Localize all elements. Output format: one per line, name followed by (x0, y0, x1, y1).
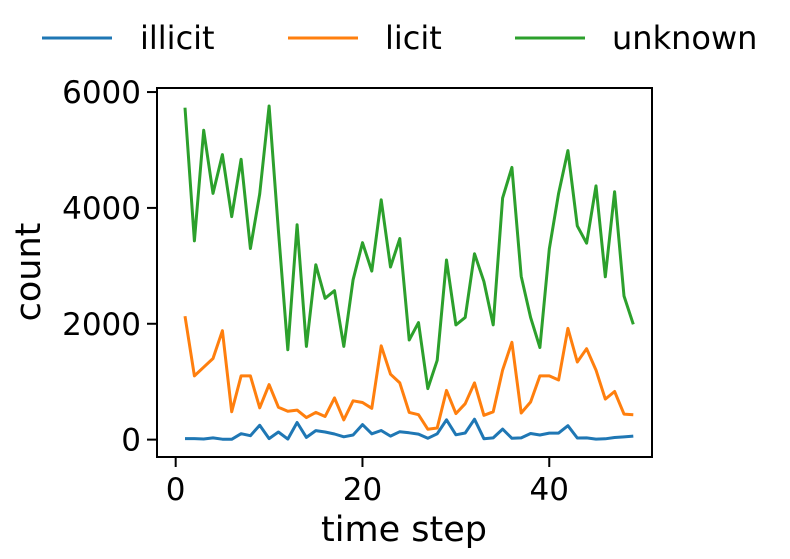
y-tick-label: 0 (121, 423, 141, 459)
series-line-unknown (183, 104, 635, 391)
series-layer (183, 104, 635, 441)
series-line-illicit (185, 417, 634, 441)
y-axis-label: count (9, 223, 49, 322)
legend-label-licit: licit (385, 19, 442, 57)
legend-label-illicit: illicit (140, 19, 215, 57)
x-axis-label: time step (321, 510, 487, 550)
legend-label-unknown: unknown (612, 19, 757, 57)
plot-area-frame (156, 87, 653, 458)
x-tick-label: 40 (530, 472, 569, 508)
ticks-layer: 0 20 40 0 2000 4000 6000 (62, 75, 569, 508)
y-tick-label: 4000 (62, 191, 141, 227)
legend: illicit licit unknown (42, 19, 757, 57)
x-tick-label: 0 (166, 472, 186, 508)
series-line-licit (183, 315, 634, 431)
y-tick-label: 6000 (62, 75, 141, 111)
x-tick-label: 20 (343, 472, 382, 508)
y-tick-label: 2000 (62, 307, 141, 343)
